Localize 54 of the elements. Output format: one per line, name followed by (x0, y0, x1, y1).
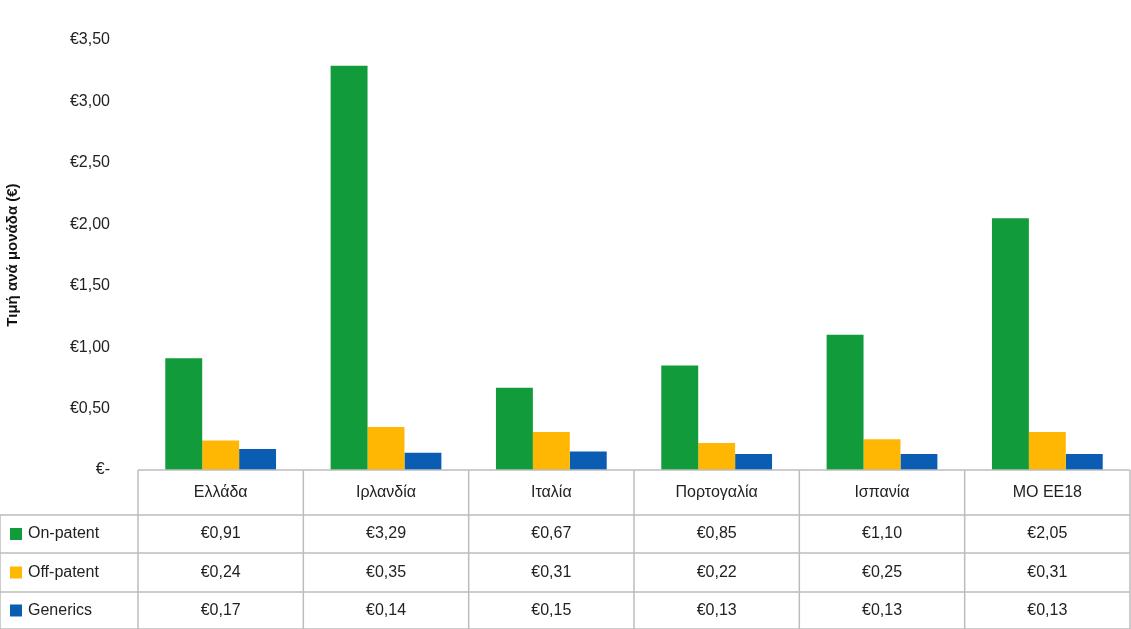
data-label: €0,25 (861, 562, 903, 580)
data-label: €0,17 (200, 600, 241, 618)
y-tick-label: €3,50 (69, 30, 111, 48)
bar (569, 451, 607, 470)
bar (165, 358, 203, 470)
data-label: €0,67 (531, 524, 572, 542)
data-label: €3,29 (365, 524, 407, 542)
data-label: €0,13 (1027, 600, 1068, 618)
data-label: €0,85 (696, 524, 737, 542)
data-label: €0,31 (1027, 562, 1068, 580)
x-tick-label: ΜΟ ΕΕ18 (1012, 482, 1083, 500)
legend-label: Off-patent (28, 562, 100, 580)
bar (735, 454, 773, 470)
bar (1028, 431, 1066, 470)
y-tick-label: €- (95, 460, 110, 478)
data-label: €1,10 (861, 524, 903, 542)
data-label: €0,91 (200, 524, 241, 542)
data-label: €0,31 (531, 562, 572, 580)
y-tick-label: €3,00 (69, 91, 111, 109)
data-label: €0,13 (696, 600, 737, 618)
bar (661, 365, 699, 470)
data-label: €0,22 (696, 562, 737, 580)
bar (330, 65, 368, 470)
y-tick-label: €1,00 (69, 337, 111, 355)
bar (863, 439, 901, 470)
y-tick-label: €0,50 (69, 398, 111, 416)
y-tick-label: €2,50 (69, 153, 111, 171)
bar (367, 427, 405, 470)
bar (532, 431, 570, 470)
bar (404, 452, 442, 470)
data-label: €2,05 (1027, 524, 1068, 542)
y-axis-title: Τιμή ανά μονάδα (€) (3, 183, 21, 327)
legend-label: On-patent (28, 524, 100, 542)
bar (202, 440, 240, 470)
x-tick-label: Ιταλία (531, 482, 572, 500)
x-tick-label: Ισπανία (854, 482, 910, 500)
x-tick-label: Ελλάδα (193, 482, 248, 500)
data-label: €0,15 (531, 600, 572, 618)
bar (826, 334, 864, 470)
bar (991, 218, 1029, 470)
bar (495, 387, 533, 470)
legend-label: Generics (28, 600, 93, 618)
y-tick-label: €2,00 (69, 214, 111, 232)
x-tick-label: Ιρλανδία (356, 482, 416, 500)
bar (1065, 454, 1103, 470)
bar (239, 449, 277, 470)
data-label: €0,24 (200, 562, 241, 580)
x-tick-label: Πορτογαλία (675, 482, 758, 500)
data-label: €0,13 (861, 600, 903, 618)
bar (698, 442, 736, 470)
y-tick-label: €1,50 (69, 276, 111, 294)
bar (900, 454, 938, 470)
data-label: €0,35 (365, 562, 407, 580)
data-label: €0,14 (365, 600, 407, 618)
